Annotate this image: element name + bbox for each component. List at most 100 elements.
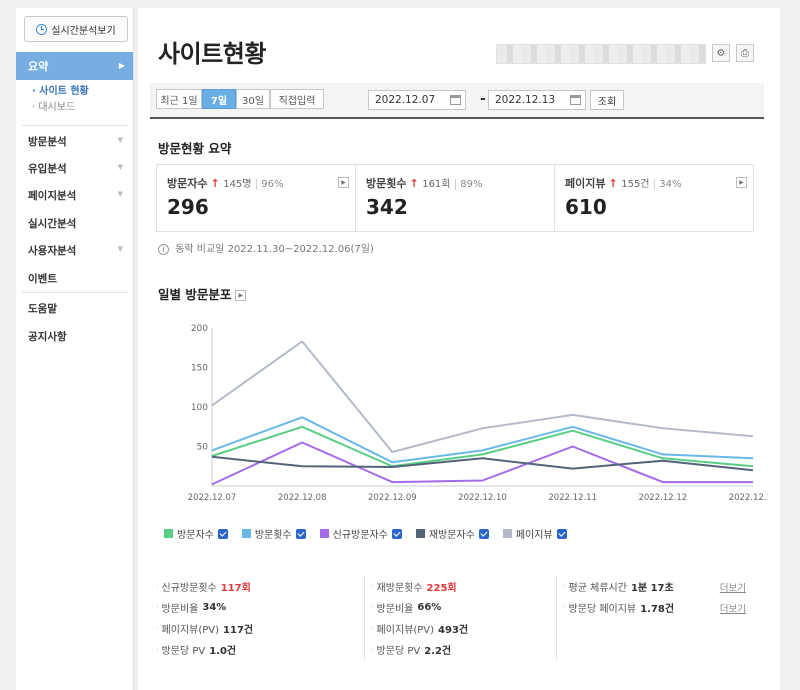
arrow-up-icon: ↑ (608, 177, 618, 190)
stat-label: 페이지뷰(PV) (376, 625, 435, 636)
query-button[interactable]: 조회 (590, 90, 624, 110)
stat-row: · 페이지뷰(PV) 117건 (156, 618, 366, 639)
legend-checkbox[interactable] (217, 528, 228, 539)
more-icon[interactable]: ▶ (235, 290, 247, 301)
divider: | (652, 177, 657, 190)
sidebar-item-inflow-analysis[interactable]: 유입분석 ▼ (16, 155, 133, 181)
calendar-icon[interactable] (570, 95, 581, 105)
stat-row: · 방문당 PV 1.0건 (156, 639, 366, 660)
legend-item[interactable]: 페이지뷰 (502, 526, 567, 541)
legend-item[interactable]: 재방문자수 (415, 526, 489, 541)
sidebar-item-user-analysis[interactable]: 사용자분석 ▼ (16, 237, 133, 263)
stat-value: 2.2건 (424, 646, 452, 657)
legend-item[interactable]: 방문자수 (164, 526, 228, 541)
sidebar-item-label: 공지사항 (28, 330, 67, 343)
legend-label: 재방문자수 (428, 530, 475, 541)
bullet-icon: · (371, 582, 374, 591)
summary-card-visits: 방문횟수 ↑ 161회 | 89% 342 (356, 165, 555, 231)
x-tick-label: 2022.12.10 (458, 493, 507, 503)
legend-label: 방문횟수 (254, 530, 292, 541)
more-link[interactable]: 더보기 (719, 582, 746, 594)
main-content: 사이트현황 ⚙ ⎙ 최근 1일 7일 30일 직접입력 2022.12.07 -… (138, 8, 780, 690)
stat-row: · 신규방문횟수 117회 (156, 576, 366, 597)
daily-visits-chart: 50 100 150 200 2022.12.07 2022.12.08 2022.12.0… (188, 324, 768, 503)
card-diff: 161회 (422, 179, 451, 190)
sidebar-item-label: 이벤트 (28, 272, 57, 285)
stat-row: · 평균 체류시간 1분 17초 더보기 (563, 576, 746, 597)
legend-checkbox[interactable] (478, 528, 489, 539)
stat-value: 117건 (223, 625, 254, 636)
series-line (211, 416, 754, 464)
card-percent: 89% (460, 179, 483, 190)
stat-value: 493건 (438, 625, 469, 636)
stat-value: 1.78건 (640, 604, 675, 615)
stat-label: 방문당 PV (161, 646, 206, 657)
submenu-item-dashboard[interactable]: · 대시보드 (32, 102, 76, 113)
daily-title-text: 일별 방문분포 (158, 287, 232, 302)
bullet-icon: · (156, 603, 159, 612)
compare-label: 동락 비교일 (175, 244, 225, 255)
legend-item[interactable]: 방문횟수 (241, 526, 306, 541)
arrow-up-icon: ↑ (210, 177, 220, 190)
stat-value: 225회 (426, 583, 457, 594)
more-link[interactable]: 더보기 (719, 603, 746, 615)
date-separator: - (480, 91, 486, 107)
sidebar-item-label: 요약 (28, 60, 49, 73)
x-tick-label: 2022.12.11 (548, 493, 597, 503)
bullet-icon: · (156, 624, 159, 633)
stats-column-return: · 재방문횟수 225회 · 방문비율 66% · 페이지뷰(PV) 493건 · 방문당 PV 2.… (364, 576, 554, 660)
legend-item[interactable]: 신규방문자수 (319, 526, 402, 541)
x-tick-label: 2022.12.08 (278, 493, 327, 503)
stat-value: 1.0건 (209, 646, 237, 657)
sidebar-item-visit-analysis[interactable]: 방문분석 ▼ (16, 128, 133, 154)
site-selector[interactable] (496, 44, 706, 64)
clock-icon (36, 23, 48, 35)
stats-column-new: · 신규방문횟수 117회 · 방문비율 34% · 페이지뷰(PV) 117건 · 방문당 PV 1… (156, 576, 366, 660)
more-icon[interactable]: ▶ (338, 177, 349, 188)
x-tick-label: 2022.12.13 (729, 493, 768, 503)
end-date-field[interactable]: 2022.12.13 (488, 90, 586, 110)
divider (22, 125, 128, 126)
legend-checkbox[interactable] (391, 528, 402, 539)
bullet-icon: · (371, 645, 374, 654)
y-tick-label: 200 (191, 324, 208, 334)
arrow-up-icon: ↑ (409, 177, 419, 190)
sidebar-item-realtime-analysis[interactable]: 실시간분석 (16, 210, 133, 236)
stat-row: · 방문당 PV 2.2건 (371, 639, 554, 660)
more-icon[interactable]: ▶ (736, 177, 747, 188)
print-button[interactable]: ⎙ (736, 44, 754, 62)
range-1day-button[interactable]: 최근 1일 (156, 89, 202, 109)
visit-stats: · 신규방문횟수 117회 · 방문비율 34% · 페이지뷰(PV) 117건 · 방문당 PV 1… (156, 576, 756, 660)
legend-checkbox[interactable] (556, 528, 567, 539)
summary-cards: 방문자수 ↑ 145명 | 96% 296 ▶ 방문횟수 ↑ 161회 | 89% 342 … (156, 164, 754, 232)
card-value: 610 (565, 195, 607, 219)
realtime-analysis-button[interactable]: 실시간분석보기 (24, 16, 128, 42)
range-30day-button[interactable]: 30일 (236, 89, 270, 109)
settings-button[interactable]: ⚙ (712, 44, 730, 62)
card-label: 방문횟수 (366, 177, 407, 190)
card-diff: 155건 (621, 179, 650, 190)
submenu-item-site-status[interactable]: · 사이트 현황 (32, 86, 89, 97)
legend-checkbox[interactable] (295, 528, 306, 539)
stat-label: 방문비율 (161, 604, 199, 615)
chevron-down-icon: ▼ (117, 163, 123, 171)
sidebar-item-event[interactable]: 이벤트 (16, 265, 133, 291)
y-tick-label: 150 (191, 364, 208, 374)
stat-value: 117회 (220, 583, 251, 594)
sidebar-item-notice[interactable]: 공지사항 (16, 323, 133, 349)
calendar-icon[interactable] (450, 95, 461, 105)
chart-legend: 방문자수 방문횟수 신규방문자수 재방문자수 페이지뷰 (164, 526, 567, 541)
series-line (211, 425, 754, 468)
range-7day-button[interactable]: 7일 (202, 89, 236, 109)
legend-swatch (502, 529, 512, 538)
start-date-field[interactable]: 2022.12.07 (368, 90, 466, 110)
sidebar-item-summary[interactable]: 요약 ▶ (16, 52, 133, 80)
stat-label: 재방문횟수 (376, 583, 423, 594)
sidebar-item-help[interactable]: 도움말 (16, 295, 133, 321)
card-diff: 145명 (223, 179, 252, 190)
range-custom-button[interactable]: 직접입력 (270, 89, 324, 109)
summary-title: 방문현황 요약 (158, 141, 232, 156)
legend-swatch (241, 529, 251, 538)
sidebar-item-page-analysis[interactable]: 페이지분석 ▼ (16, 182, 133, 208)
